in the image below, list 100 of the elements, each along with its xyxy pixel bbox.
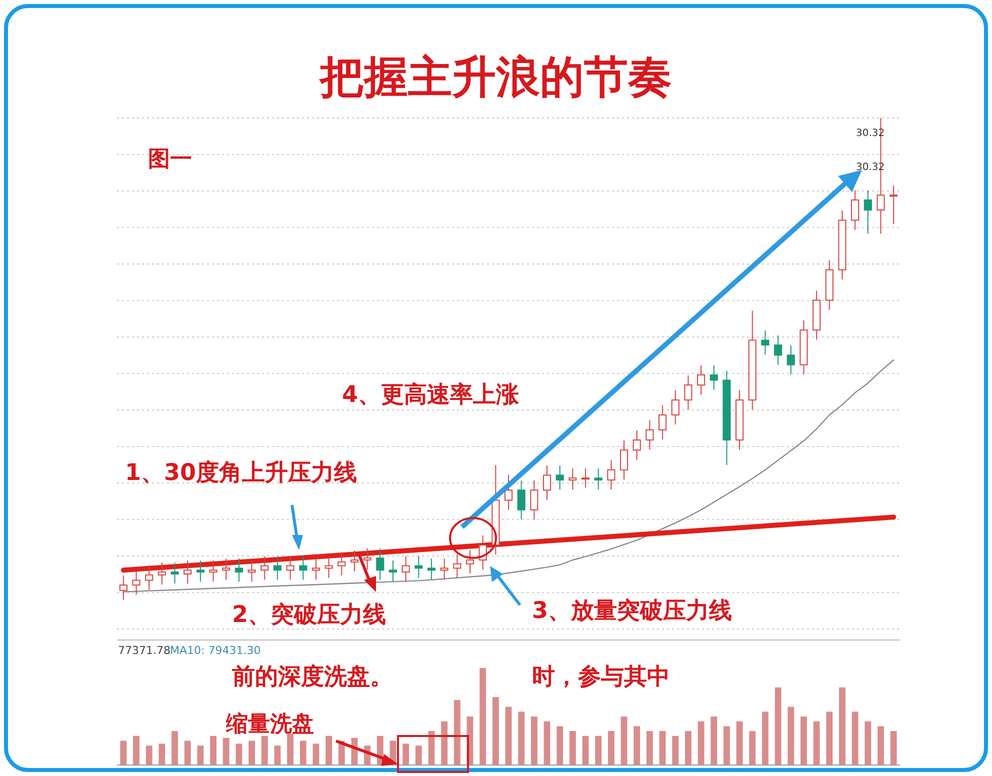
candlestick (414, 556, 423, 578)
candlestick (774, 334, 782, 366)
candlestick (145, 564, 154, 590)
bar (839, 687, 846, 765)
bar (569, 731, 576, 765)
candlestick (132, 570, 140, 596)
candlestick (260, 556, 269, 580)
candlestick (761, 330, 770, 356)
bar (454, 700, 460, 765)
bar (878, 726, 884, 765)
bar (158, 744, 166, 765)
annotation: 图一 (148, 147, 192, 172)
bar (172, 731, 178, 765)
candlestick (864, 190, 872, 234)
bar (620, 716, 628, 765)
bar (698, 721, 704, 765)
bar (120, 740, 127, 765)
bar (530, 716, 538, 765)
candlestick (350, 550, 358, 572)
bar (736, 721, 743, 765)
candlestick (312, 558, 320, 580)
bar (261, 736, 268, 765)
candlestick (273, 556, 282, 580)
candlestick (517, 480, 526, 520)
bar (864, 721, 872, 765)
text: 77371.78 (118, 644, 170, 657)
candlestick (209, 560, 218, 582)
bar (749, 731, 756, 765)
annotation: 缩量洗盘 (225, 712, 314, 737)
bar (762, 712, 768, 765)
bar (222, 738, 230, 765)
annotation: 1、30度角上升压力线 (125, 459, 358, 486)
bar (556, 726, 564, 765)
bar (890, 731, 897, 765)
candlestick (376, 548, 384, 580)
candlestick (363, 548, 372, 570)
candlestick (222, 558, 230, 580)
bar (544, 721, 550, 765)
candlestick (427, 558, 436, 580)
candlestick (324, 556, 333, 578)
bar (210, 736, 216, 765)
candlestick (338, 552, 346, 576)
candlestick (646, 420, 654, 450)
candlestick (530, 480, 538, 520)
bar (184, 740, 191, 765)
annotation: 4、更高速率上涨 (342, 381, 520, 408)
candlestick (851, 190, 860, 230)
candlestick (710, 364, 718, 390)
candlestick (196, 560, 204, 582)
candlestick (542, 465, 552, 500)
bar (852, 712, 858, 765)
candlestick (119, 574, 128, 600)
bar (800, 716, 807, 765)
bar (480, 668, 486, 765)
bar (287, 734, 294, 765)
annotation: 3、放量突破压力线 (532, 597, 732, 624)
candlestick (286, 556, 294, 580)
bar (518, 712, 525, 765)
bar (813, 721, 820, 765)
bar (788, 706, 794, 765)
candlestick (402, 556, 410, 582)
candlestick (248, 560, 256, 582)
bar (710, 716, 718, 765)
bar (133, 736, 140, 765)
annotation: 前的深度洗盘。 (231, 663, 393, 690)
bar (774, 687, 782, 765)
candlestick (556, 465, 564, 490)
candlestick (568, 468, 577, 490)
candlestick (440, 558, 448, 580)
bar (634, 726, 640, 765)
chart-title: 把握主升浪的节奏 (318, 52, 672, 103)
candlestick (581, 468, 590, 488)
bar (326, 736, 332, 765)
bar (300, 740, 306, 765)
candlestick (632, 430, 641, 460)
text: 2、突破压力线 (232, 601, 386, 628)
bar (608, 731, 614, 765)
bar (415, 746, 422, 765)
bar (197, 746, 204, 765)
candlestick (184, 560, 192, 584)
candlestick (658, 404, 667, 440)
candlestick (170, 562, 179, 584)
candlestick (299, 556, 308, 580)
candlestick (890, 184, 898, 225)
bar (402, 744, 410, 765)
bar (724, 726, 730, 765)
bar (659, 731, 666, 765)
bar (672, 736, 679, 765)
bar (684, 731, 692, 765)
bar (441, 721, 448, 765)
bar (312, 744, 320, 765)
candlestick (786, 345, 795, 375)
candlestick (594, 468, 602, 490)
bar (646, 731, 653, 765)
candlestick (453, 554, 462, 578)
candlestick (620, 440, 628, 480)
bar (582, 736, 589, 765)
bar (826, 712, 833, 765)
bar (595, 736, 602, 765)
bar (248, 740, 255, 765)
